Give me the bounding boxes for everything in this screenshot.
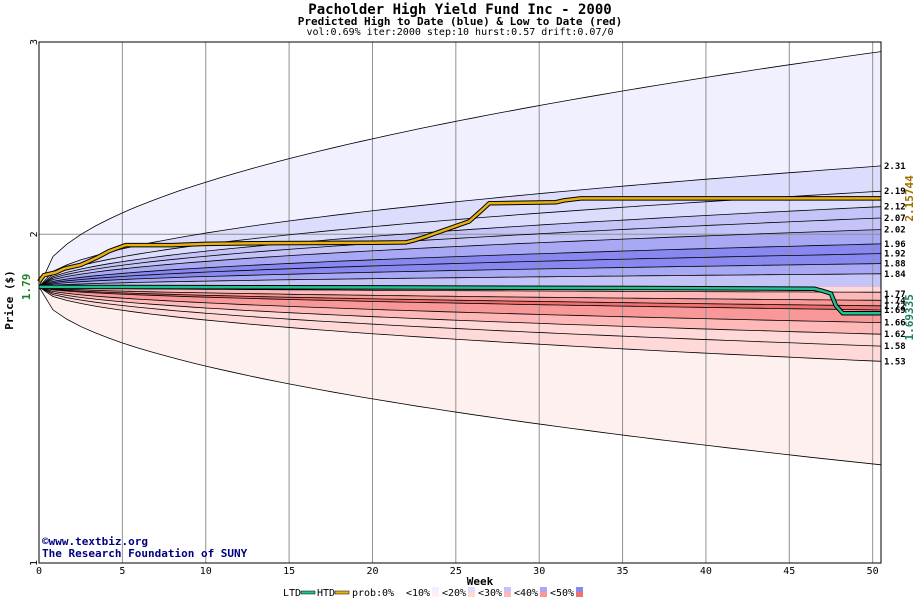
quantile-line	[38, 286, 882, 362]
high-quantile-label: 1.92	[884, 250, 906, 260]
low-quantile-label: 1.72	[884, 302, 906, 312]
quantile-line	[38, 253, 882, 288]
high-quantile-label: 1.84	[884, 270, 906, 280]
x-tick-label: 10	[200, 566, 212, 577]
high-quantile-label: 2.02	[884, 226, 906, 236]
x-tick-label: 20	[366, 566, 378, 577]
low-quantile-label: 1.58	[884, 342, 906, 352]
legend-prob-swatch-red	[540, 592, 547, 597]
quantile-line	[38, 229, 882, 288]
x-tick-label: 15	[283, 566, 295, 577]
y-axis-label: Price ($)	[3, 270, 16, 330]
high-quantile-label: 1.88	[884, 260, 906, 270]
quantile-line	[38, 286, 882, 301]
credit-organization: The Research Foundation of SUNY	[42, 547, 248, 560]
htd-series-line	[38, 197, 881, 283]
ltd-end-label: 1.69335	[903, 294, 916, 340]
htd-end-label: 2.15744	[903, 175, 916, 222]
legend-prob-swatch-blue	[540, 587, 547, 592]
x-tick-label: 40	[700, 566, 712, 577]
low-quantile-label: 1.69	[884, 306, 906, 316]
quantile-line	[38, 51, 882, 288]
high-quantile-label: 2.31	[884, 162, 906, 172]
high-quantile-label: 2.07	[884, 214, 906, 224]
legend-prob-label: 0%	[382, 588, 394, 599]
quantile-line	[38, 273, 882, 288]
quantile-line	[38, 286, 882, 311]
ltd-series-line	[38, 285, 881, 315]
chart-subtitle: Predicted High to Date (blue) & Low to D…	[297, 15, 623, 28]
legend-prob-swatch-red	[576, 592, 583, 597]
legend-prob-label: <20%	[442, 588, 466, 599]
low-quantile-label: 1.66	[884, 319, 906, 329]
legend-prob-swatch-blue	[576, 587, 583, 592]
quantile-line	[38, 165, 882, 288]
quantile-line	[38, 286, 882, 466]
x-tick-label: 30	[533, 566, 545, 577]
legend-prob-swatch-blue	[504, 587, 511, 592]
high-quantile-label: 1.96	[884, 240, 906, 250]
quantile-line	[38, 263, 882, 288]
quantile-line	[38, 286, 882, 347]
legend-prob-label: <30%	[478, 588, 502, 599]
quantile-line	[38, 217, 882, 288]
start-price-label: 1.79	[20, 274, 33, 301]
x-tick-label: 0	[36, 566, 42, 577]
high-quantile-label: 2.19	[884, 187, 906, 197]
legend-htd-swatch	[334, 590, 350, 595]
x-tick-label: 25	[450, 566, 462, 577]
legend-prob-label: <50%	[550, 588, 574, 599]
legend-prob-swatch-red	[504, 592, 511, 597]
legend-ltd-swatch	[300, 590, 316, 595]
legend-prob-swatch-blue	[468, 587, 475, 592]
x-tick-label: 50	[867, 566, 879, 577]
credit-website: ©www.textbiz.org	[42, 535, 148, 548]
legend-htd-label: HTD	[317, 588, 335, 599]
quantile-line	[38, 243, 882, 288]
simulation-parameters: vol:0.69% iter:2000 step:10 hurst:0.57 d…	[306, 27, 614, 38]
low-quantile-label: 1.77	[884, 290, 906, 300]
legend-prob-swatch-blue	[396, 587, 403, 592]
legend-prob-title: prob:	[352, 588, 382, 599]
low-quantile-label: 1.53	[884, 357, 906, 367]
legend-prob-swatch-blue	[432, 587, 439, 592]
legend-prob-label: <10%	[406, 588, 430, 599]
quantile-line	[38, 286, 882, 323]
quantile-line	[38, 206, 882, 288]
quantile-line	[38, 286, 882, 335]
chart-title: Pacholder High Yield Fund Inc - 2000	[308, 2, 612, 18]
high-quantile-label: 2.12	[884, 203, 906, 213]
legend-prob-label: <40%	[514, 588, 538, 599]
x-tick-label: 35	[617, 566, 629, 577]
y-tick-label: 1	[29, 560, 40, 566]
high-band-9	[39, 273, 881, 287]
legend-prob-swatch-red	[468, 592, 475, 597]
low-quantile-label: 1.62	[884, 330, 906, 340]
quantile-line	[38, 286, 882, 307]
legend-prob-swatch-red	[432, 592, 439, 597]
y-tick-label: 3	[29, 39, 40, 45]
x-axis-label: Week	[467, 575, 494, 588]
low-quantile-label: 1.74	[884, 296, 906, 306]
legend-prob-swatch-red	[396, 592, 403, 597]
x-tick-label: 45	[783, 566, 795, 577]
legend-ltd-label: LTD	[283, 588, 301, 599]
y-tick-label: 2	[29, 231, 40, 237]
plot-frame	[38, 41, 882, 564]
x-tick-label: 5	[119, 566, 125, 577]
